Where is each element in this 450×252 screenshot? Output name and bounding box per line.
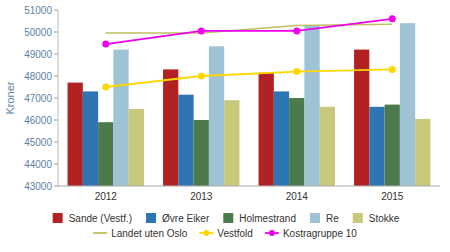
x-tick-label: 2015 <box>381 191 404 202</box>
y-tick-label: 50000 <box>24 27 52 38</box>
bar <box>68 83 83 186</box>
legend-swatch <box>353 213 363 223</box>
legend-swatch-marker <box>203 230 209 236</box>
bar <box>400 23 415 186</box>
legend-item: Sande (Vestf.) <box>53 213 132 224</box>
legend-item: Landet uten Oslo <box>93 228 188 239</box>
y-axis-label: Kroner <box>4 81 16 114</box>
y-tick-label: 47000 <box>24 93 52 104</box>
legend-label: Øvre Eiker <box>162 213 210 224</box>
legend-item: Stokke <box>353 213 400 224</box>
line <box>106 19 393 44</box>
bar <box>224 100 239 186</box>
legend-swatch <box>223 213 233 223</box>
y-tick-label: 49000 <box>24 49 52 60</box>
marker <box>102 41 109 48</box>
legend-swatch <box>93 232 107 234</box>
y-tick-label: 45000 <box>24 137 52 148</box>
legend-swatch-marker <box>269 230 275 236</box>
bar <box>289 98 304 186</box>
marker <box>198 27 205 34</box>
marker <box>293 27 300 34</box>
bar <box>129 109 144 186</box>
y-tick <box>54 10 58 11</box>
y-tick <box>54 164 58 165</box>
legend-item: Øvre Eiker <box>146 213 210 224</box>
legend-item: Holmestrand <box>223 213 296 224</box>
legend: Sande (Vestf.) Øvre Eiker Holmestrand Re Sto… <box>53 213 400 239</box>
bar <box>194 120 209 186</box>
legend-label: Holmestrand <box>239 213 296 224</box>
bar <box>415 119 430 186</box>
bar <box>385 105 400 186</box>
bar <box>209 46 224 186</box>
bar <box>178 95 193 186</box>
plot-area <box>68 15 431 186</box>
y-tick <box>54 54 58 55</box>
y-tick <box>54 98 58 99</box>
y-tick-label: 46000 <box>24 115 52 126</box>
chart: 43000 44000 45000 46000 47000 48000 49000 50000… <box>0 0 450 252</box>
y-tick <box>54 76 58 77</box>
bar <box>320 107 335 186</box>
legend-item: Vestfold <box>199 228 253 239</box>
bar <box>304 25 319 186</box>
bar <box>163 69 178 186</box>
legend-item: Kostragruppe 10 <box>265 228 357 239</box>
bar <box>369 107 384 186</box>
bar <box>98 122 113 186</box>
legend-swatch <box>146 213 156 223</box>
y-tick <box>54 120 58 121</box>
marker <box>389 15 396 22</box>
line <box>106 69 393 87</box>
y-tick <box>54 186 58 187</box>
axes: 43000 44000 45000 46000 47000 48000 49000 50000… <box>24 5 404 203</box>
legend-label: Kostragruppe 10 <box>283 228 357 239</box>
legend-item: Re <box>310 213 339 224</box>
marker <box>389 66 396 73</box>
legend-swatch <box>53 213 63 223</box>
marker <box>102 84 109 91</box>
y-tick-label: 43000 <box>24 181 52 192</box>
y-tick-label: 48000 <box>24 71 52 82</box>
y-tick <box>54 32 58 33</box>
y-tick <box>54 142 58 143</box>
bar <box>113 50 128 186</box>
legend-label: Re <box>326 213 339 224</box>
marker <box>198 73 205 80</box>
x-tick-label: 2014 <box>286 191 309 202</box>
x-axis-line <box>58 186 440 187</box>
y-tick-label: 44000 <box>24 159 52 170</box>
legend-label: Landet uten Oslo <box>111 228 188 239</box>
bar <box>274 91 289 186</box>
y-tick-label: 51000 <box>24 5 52 16</box>
legend-swatch <box>310 213 320 223</box>
x-tick-label: 2013 <box>190 191 213 202</box>
legend-label: Sande (Vestf.) <box>69 213 132 224</box>
bar <box>83 91 98 186</box>
y-axis-line <box>58 10 59 186</box>
marker <box>293 68 300 75</box>
legend-label: Stokke <box>369 213 400 224</box>
x-tick-label: 2012 <box>95 191 118 202</box>
legend-label: Vestfold <box>217 228 253 239</box>
bar <box>259 73 274 186</box>
